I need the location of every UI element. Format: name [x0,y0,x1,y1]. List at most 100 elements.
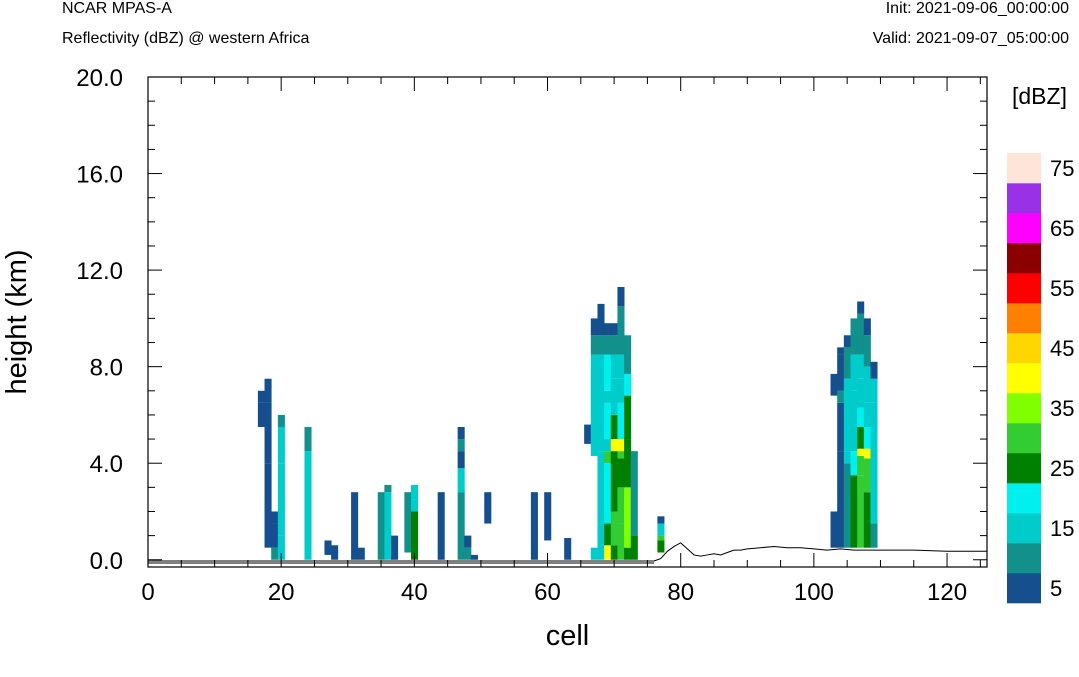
reflectivity-cell [657,523,665,536]
reflectivity-cell [850,318,858,355]
reflectivity-cell [257,402,265,427]
x-tick-label: 0 [141,579,154,606]
reflectivity-cell [604,463,612,524]
x-tick-label: 80 [667,579,694,606]
reflectivity-cell [850,390,858,452]
reflectivity-cell [830,511,838,548]
reflectivity-cell [837,347,845,355]
reflectivity-cell [617,439,625,452]
colorbar-swatch [1007,333,1041,364]
reflectivity-cell [464,547,472,560]
reflectivity-cell [357,547,365,560]
reflectivity-cell [411,511,419,560]
colorbar-tick-label: 25 [1050,456,1074,481]
reflectivity-cell [857,354,865,379]
plot-data-layer [148,287,987,564]
reflectivity-cell [304,427,312,452]
reflectivity-cell [857,448,865,456]
reflectivity-cell [870,361,878,379]
reflectivity-cell [863,402,871,427]
colorbar-tick-label: 15 [1050,516,1074,541]
plot-frame [147,76,988,568]
x-tick-label: 120 [927,579,967,606]
colorbar: [dBZ] 5 15 25 35 45 55 65 75 [1007,83,1074,604]
reflectivity-cell [590,354,598,456]
reflectivity-cell [657,540,665,553]
reflectivity-cell [457,492,465,560]
colorbar-swatch [1007,363,1041,394]
terrain-line [148,542,987,562]
reflectivity-cell [277,427,285,464]
colorbar-swatch [1007,303,1041,334]
reflectivity-cell [437,492,445,560]
reflectivity-cell [617,451,625,459]
colorbar-swatch [1007,483,1041,514]
y-tick-label: 16.0 [76,162,123,189]
reflectivity-cell [857,455,865,476]
reflectivity-cell [857,301,865,314]
reflectivity-cell [843,463,851,548]
reflectivity-cell [604,402,612,440]
reflectivity-cell [617,287,625,307]
reflectivity-cell [630,451,638,536]
reflectivity-cell [590,335,598,355]
reflectivity-cell [604,335,612,355]
reflectivity-cell [610,378,618,415]
reflectivity-cell [610,451,618,512]
reflectivity-cell [404,492,412,553]
reflectivity-cell [617,487,625,524]
reflectivity-cell [331,545,339,560]
reflectivity-cell [470,554,479,560]
reflectivity-cell [863,458,871,493]
reflectivity-cell [324,540,332,555]
reflectivity-cell [457,439,465,452]
init-time: Init: 2021-09-06_00:00:00 [885,0,1069,17]
reflectivity-cell [857,313,865,355]
colorbar-tick-label: 45 [1050,336,1074,361]
reflectivity-cell [610,414,618,440]
reflectivity-cell [264,463,272,548]
reflectivity-cell [863,366,871,403]
reflectivity-cell [457,451,465,469]
reflectivity-cell [617,523,625,560]
reflectivity-cell [843,451,851,464]
reflectivity-cell [850,451,858,476]
reflectivity-cell [843,335,851,348]
y-tick-label: 12.0 [76,258,123,285]
reflectivity-cell [464,535,472,548]
reflectivity-cell [604,323,612,336]
x-tick-label: 20 [268,579,295,606]
reflectivity-cell [857,378,865,408]
reflectivity-cell [610,545,618,560]
reflectivity-cell [597,354,605,452]
colorbar-swatch [1007,543,1041,574]
reflectivity-cell [590,318,598,336]
valid-time: Valid: 2021-09-07_05:00:00 [872,30,1069,47]
reflectivity-cell [604,354,612,391]
reflectivity-cell [610,439,618,452]
reflectivity-cell [597,451,605,524]
reflectivity-cell [590,547,598,560]
reflectivity-cell [564,538,572,560]
y-tick-label: 8.0 [90,355,123,382]
y-tick-label: 0.0 [90,548,123,575]
reflectivity-cell [457,468,465,493]
reflectivity-cell [850,475,858,548]
x-tick-label: 40 [401,579,428,606]
colorbar-title: [dBZ] [1012,83,1067,109]
reflectivity-cell [837,390,845,403]
colorbar-swatch [1007,453,1041,484]
reflectivity-cell [604,545,612,560]
colorbar-tick-label: 65 [1050,216,1074,241]
reflectivity-cell [617,458,625,488]
reflectivity-cell [377,492,385,560]
model-title: NCAR MPAS-A [62,0,172,17]
colorbar-tick-label: 35 [1050,396,1074,421]
x-tick-label: 100 [794,579,834,606]
reflectivity-cell [863,448,871,459]
reflectivity-cell [837,451,845,548]
colorbar-tick-label: 75 [1050,156,1074,181]
reflectivity-cell [277,535,285,560]
reflectivity-cell [617,306,625,355]
